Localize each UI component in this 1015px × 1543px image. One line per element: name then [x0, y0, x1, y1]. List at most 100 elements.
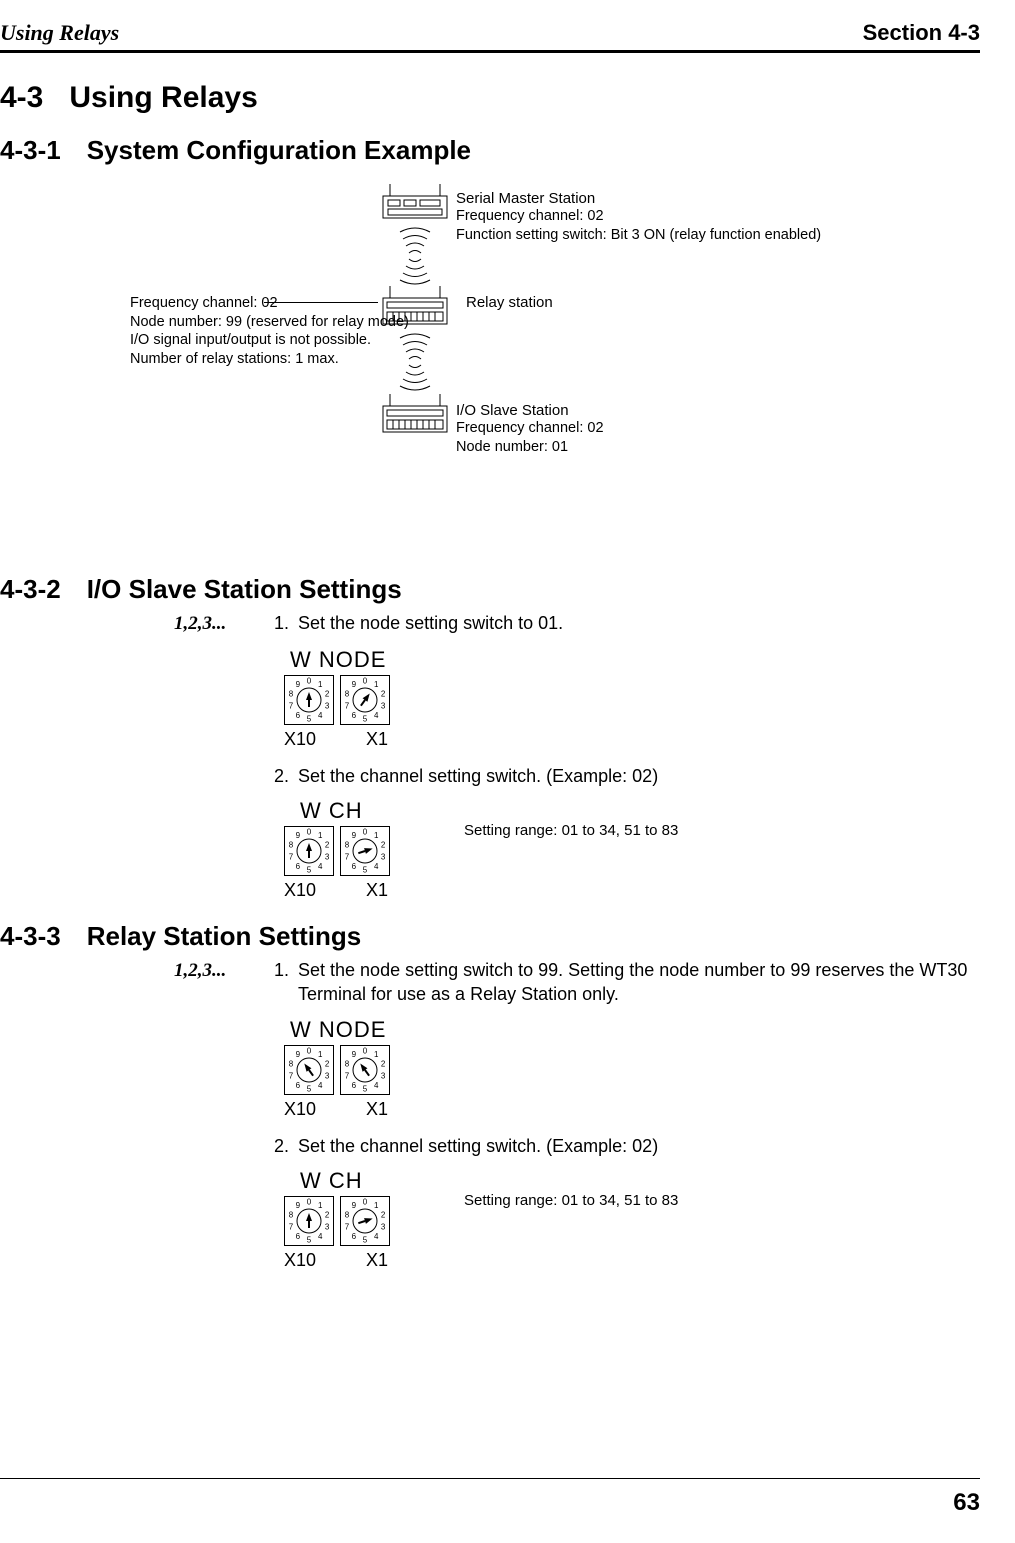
master-station-icon	[380, 184, 450, 228]
x10-label: X10	[284, 1099, 316, 1120]
x10-label: X10	[284, 1250, 316, 1271]
section-4-3-2-heading: 4-3-2I/O Slave Station Settings	[0, 574, 980, 605]
relay-settings-body: 1,2,3... 1. Set the node setting switch …	[174, 958, 980, 1271]
svg-text:8: 8	[289, 1210, 294, 1219]
svg-text:1: 1	[374, 1201, 379, 1210]
svg-text:0: 0	[307, 676, 312, 685]
svg-text:6: 6	[352, 1080, 357, 1089]
svg-text:3: 3	[381, 701, 386, 710]
svg-text:2: 2	[325, 1059, 330, 1068]
system-diagram: Serial Master Station Frequency channel:…	[130, 184, 980, 554]
w-node-figure: W NODE 0123456789 0123456789 X10 X1	[284, 1017, 980, 1120]
w-ch-figure: W CH 0123456789 0123456789 X10 X1 Settin…	[284, 798, 980, 901]
svg-text:9: 9	[352, 680, 357, 689]
section-4-3-heading: 4-3Using Relays	[0, 81, 980, 115]
svg-text:5: 5	[363, 714, 368, 723]
footer-rule	[0, 1478, 980, 1479]
step-text: Set the channel setting switch. (Example…	[298, 764, 980, 788]
svg-text:3: 3	[381, 1071, 386, 1080]
svg-text:6: 6	[352, 862, 357, 871]
svg-text:6: 6	[296, 711, 301, 720]
slave-line2: Node number: 01	[456, 438, 604, 457]
w-ch-figure: W CH 0123456789 0123456789 X10 X1 Settin…	[284, 1168, 980, 1271]
svg-text:3: 3	[325, 1071, 330, 1080]
svg-text:7: 7	[345, 1222, 350, 1231]
svg-text:8: 8	[345, 689, 350, 698]
subsection-title: I/O Slave Station Settings	[87, 574, 402, 604]
svg-text:8: 8	[345, 841, 350, 850]
subsection-title: Relay Station Settings	[87, 921, 362, 951]
svg-text:4: 4	[318, 1232, 323, 1241]
svg-text:1: 1	[374, 1050, 379, 1059]
svg-text:5: 5	[363, 1235, 368, 1244]
w-ch-title: W CH	[300, 1168, 980, 1194]
w-node-title: W NODE	[290, 1017, 980, 1043]
x10-label: X10	[284, 880, 316, 901]
setting-range-note: Setting range: 01 to 34, 51 to 83	[464, 822, 678, 839]
svg-text:4: 4	[374, 711, 379, 720]
svg-text:5: 5	[307, 1235, 312, 1244]
svg-text:2: 2	[381, 841, 386, 850]
radio-waves-icon	[390, 226, 440, 290]
section-4-3-1-heading: 4-3-1 System Configuration Example	[0, 135, 980, 166]
step-text: Set the node setting switch to 99. Setti…	[298, 958, 980, 1007]
svg-text:6: 6	[296, 1232, 301, 1241]
subsection-title: System Configuration Example	[87, 135, 471, 165]
svg-text:8: 8	[289, 1059, 294, 1068]
relay-left3: I/O signal input/output is not possible.	[130, 331, 409, 350]
header-right: Section 4-3	[863, 20, 980, 46]
svg-text:0: 0	[307, 1046, 312, 1055]
svg-text:9: 9	[352, 1050, 357, 1059]
section-number: 4-3	[0, 81, 43, 114]
svg-text:7: 7	[289, 852, 294, 861]
page-number: 63	[953, 1489, 980, 1517]
svg-text:1: 1	[318, 1050, 323, 1059]
svg-text:8: 8	[345, 1059, 350, 1068]
svg-text:2: 2	[325, 689, 330, 698]
svg-text:8: 8	[289, 689, 294, 698]
svg-text:8: 8	[289, 841, 294, 850]
svg-text:4: 4	[318, 1080, 323, 1089]
svg-text:6: 6	[296, 862, 301, 871]
svg-text:2: 2	[325, 841, 330, 850]
svg-text:0: 0	[363, 676, 368, 685]
subsection-number: 4-3-1	[0, 135, 61, 165]
rotary-dial-x1: 0123456789	[340, 1196, 390, 1246]
master-line1: Frequency channel: 02	[456, 207, 821, 226]
w-ch-title: W CH	[300, 798, 980, 824]
svg-text:7: 7	[289, 1071, 294, 1080]
io-slave-settings-body: 1,2,3... 1. Set the node setting switch …	[174, 611, 980, 901]
svg-text:7: 7	[345, 1071, 350, 1080]
svg-text:7: 7	[289, 701, 294, 710]
w-node-figure: W NODE 0123456789 0123456789 X10 X1	[284, 647, 980, 750]
section-4-3-3-heading: 4-3-3Relay Station Settings	[0, 921, 980, 952]
svg-text:3: 3	[325, 852, 330, 861]
svg-text:0: 0	[307, 827, 312, 836]
rotary-dial-x1: 0123456789	[340, 675, 390, 725]
svg-text:9: 9	[296, 831, 301, 840]
rotary-dial-x1: 0123456789	[340, 1045, 390, 1095]
svg-text:5: 5	[307, 714, 312, 723]
rotary-dial-x1: 0123456789	[340, 826, 390, 876]
svg-text:6: 6	[352, 711, 357, 720]
svg-text:6: 6	[352, 1232, 357, 1241]
rotary-dial-x10: 0123456789	[284, 826, 334, 876]
relay-left1: Frequency channel: 02	[130, 294, 409, 313]
master-line2: Function setting switch: Bit 3 ON (relay…	[456, 226, 821, 245]
svg-text:5: 5	[307, 865, 312, 874]
svg-text:9: 9	[296, 1050, 301, 1059]
svg-text:4: 4	[318, 862, 323, 871]
svg-text:1: 1	[374, 680, 379, 689]
slave-station-icon	[380, 394, 450, 442]
x1-label: X1	[366, 1250, 388, 1271]
svg-text:9: 9	[352, 831, 357, 840]
svg-text:1: 1	[318, 1201, 323, 1210]
svg-text:9: 9	[296, 680, 301, 689]
master-title: Serial Master Station	[456, 190, 821, 207]
x10-label: X10	[284, 729, 316, 750]
x1-label: X1	[366, 729, 388, 750]
svg-text:0: 0	[363, 1197, 368, 1206]
svg-text:2: 2	[381, 1059, 386, 1068]
relay-left2: Node number: 99 (reserved for relay mode…	[130, 313, 409, 332]
step-number: 1.	[274, 958, 298, 1007]
